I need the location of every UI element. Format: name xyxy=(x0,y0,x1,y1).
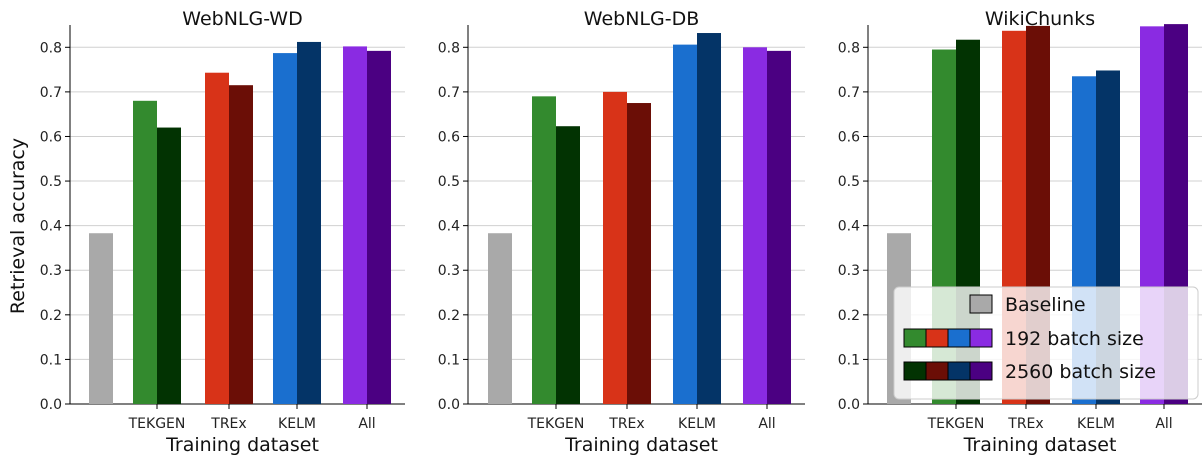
y-tick-label: 0.1 xyxy=(40,352,62,368)
y-tick-label: 0.7 xyxy=(838,85,860,101)
bar-2560-all xyxy=(367,50,391,404)
x-axis-label: Training dataset xyxy=(564,434,718,456)
legend-swatch-2560 xyxy=(925,361,949,381)
panel-webnlg-db: 0.0 0.1 0.2 0.3 0.4 0.5 0.6 0.7 0.8 TEKGEN TREx KEL… xyxy=(438,8,805,456)
bar-192-tekgen xyxy=(133,100,157,405)
y-tick-label: 0.6 xyxy=(838,129,860,145)
legend-swatch-2560 xyxy=(903,361,927,381)
y-tick-label: 0.2 xyxy=(838,308,860,324)
baseline-bar xyxy=(488,233,512,404)
bar-2560-kelm xyxy=(697,33,721,405)
bar-2560-trex xyxy=(229,85,253,404)
x-axis-label: Training dataset xyxy=(963,434,1117,456)
y-tick-label: 0.8 xyxy=(438,40,460,56)
x-tick-label: TEKGEN xyxy=(527,416,585,432)
legend-label-192: 192 batch size xyxy=(1005,328,1144,350)
legend: Baseline 192 batch size 2560 batch size xyxy=(893,286,1199,400)
y-tick-label: 0.4 xyxy=(438,219,460,235)
bar-192-tekgen xyxy=(532,96,556,404)
x-tick-label: All xyxy=(758,416,775,432)
bar-192-all xyxy=(743,47,767,404)
y-tick-label: 0.4 xyxy=(40,219,62,235)
y-tick-label: 0.3 xyxy=(40,263,62,279)
bar-192-trex xyxy=(603,91,627,404)
y-tick-label: 0.3 xyxy=(838,263,860,279)
y-tick-label: 0.1 xyxy=(838,352,860,368)
legend-swatch-baseline xyxy=(969,294,993,314)
bar-2560-tekgen xyxy=(157,127,181,404)
y-tick-label: 0.0 xyxy=(40,397,62,413)
y-tick-label: 0.1 xyxy=(438,352,460,368)
bar-192-kelm xyxy=(273,53,297,405)
legend-swatch-192 xyxy=(925,328,949,348)
bar-192-trex xyxy=(205,72,229,404)
legend-swatch-2560 xyxy=(969,361,993,381)
y-tick-label: 0.8 xyxy=(838,40,860,56)
y-tick-label: 0.7 xyxy=(40,85,62,101)
bar-192-all xyxy=(343,46,367,405)
x-tick-label: TEKGEN xyxy=(128,416,186,432)
x-tick-label: TREx xyxy=(210,416,246,432)
y-tick-label: 0.2 xyxy=(40,308,62,324)
y-tick-label: 0.5 xyxy=(438,174,460,190)
x-tick-label: TEKGEN xyxy=(927,416,985,432)
baseline-bar xyxy=(89,233,113,404)
panel-webnlg-wd: 0.0 0.1 0.2 0.3 0.4 0.5 0.6 0.7 0.8 TEKGEN TREx KEL… xyxy=(40,8,405,456)
bar-192-kelm xyxy=(673,44,697,404)
y-tick-label: 0.5 xyxy=(838,174,860,190)
y-tick-label: 0.2 xyxy=(438,308,460,324)
x-tick-label: KELM xyxy=(678,416,716,432)
y-tick-label: 0.0 xyxy=(838,397,860,413)
legend-swatch-192 xyxy=(969,328,993,348)
bar-2560-tekgen xyxy=(556,126,580,404)
y-tick-label: 0.3 xyxy=(438,263,460,279)
y-tick-label: 0.8 xyxy=(40,40,62,56)
y-tick-label: 0.5 xyxy=(40,174,62,190)
x-tick-label: KELM xyxy=(278,416,316,432)
x-tick-label: TREx xyxy=(1007,416,1043,432)
y-tick-label: 0.4 xyxy=(838,219,860,235)
legend-swatch-192 xyxy=(947,328,971,348)
y-axis-label: Retrieval accuracy xyxy=(7,138,29,314)
bar-2560-all xyxy=(767,50,791,404)
y-tick-label: 0.6 xyxy=(438,129,460,145)
chart-title: WebNLG-WD xyxy=(182,8,302,30)
x-tick-label: All xyxy=(1155,416,1172,432)
x-tick-label: TREx xyxy=(608,416,644,432)
y-tick-label: 0.7 xyxy=(438,85,460,101)
chart-title: WikiChunks xyxy=(985,8,1095,30)
legend-swatch-2560 xyxy=(947,361,971,381)
bar-2560-kelm xyxy=(297,41,321,404)
legend-label-2560: 2560 batch size xyxy=(1005,361,1156,383)
x-tick-label: KELM xyxy=(1077,416,1115,432)
legend-swatch-192 xyxy=(903,328,927,348)
legend-label-baseline: Baseline xyxy=(1005,294,1086,316)
x-axis-label: Training dataset xyxy=(165,434,319,456)
bar-2560-trex xyxy=(627,103,651,404)
chart-title: WebNLG-DB xyxy=(584,8,699,30)
y-tick-label: 0.0 xyxy=(438,397,460,413)
y-tick-label: 0.6 xyxy=(40,129,62,145)
x-tick-label: All xyxy=(358,416,375,432)
